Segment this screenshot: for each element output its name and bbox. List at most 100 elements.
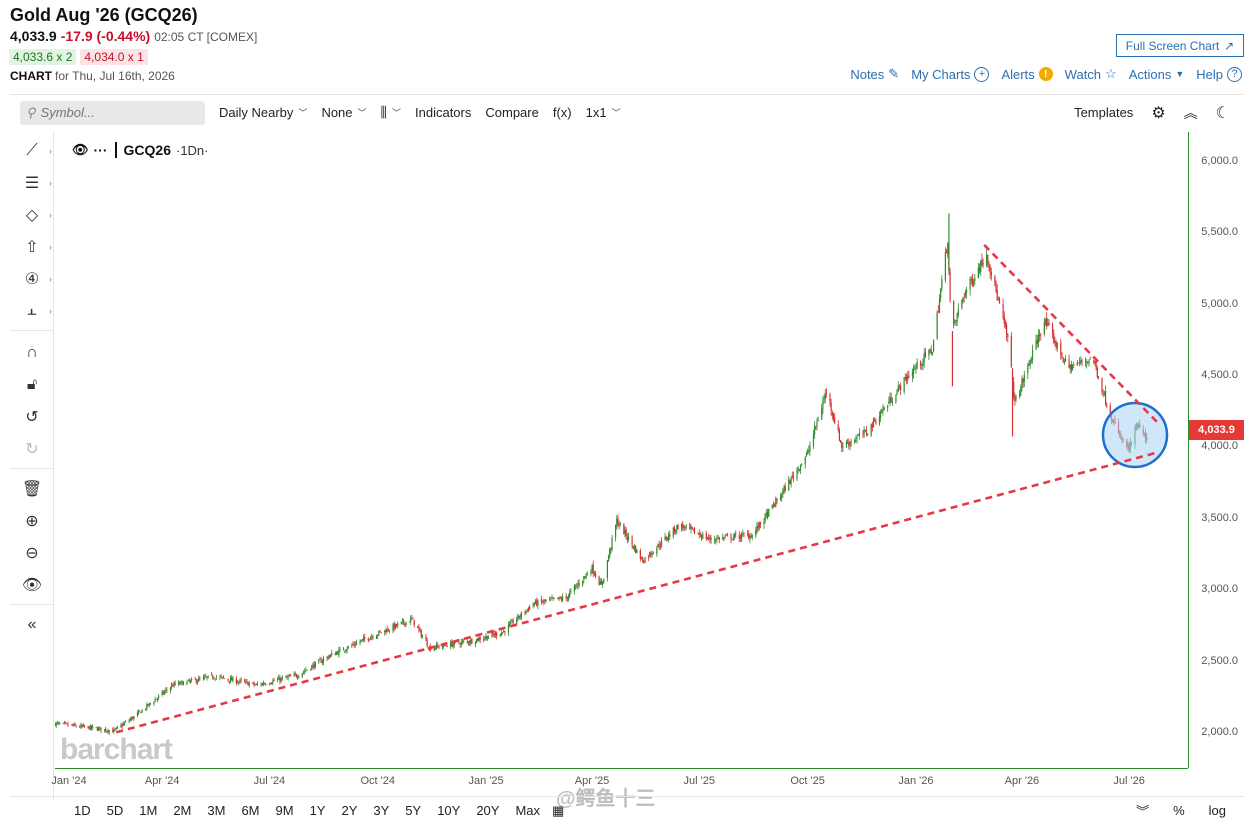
period-button-20y[interactable]: 20Y [476, 803, 500, 818]
candle-body [955, 320, 957, 323]
candle-body [639, 550, 641, 559]
candlestick-icon: ⫼ [380, 104, 387, 120]
candle-body [534, 600, 537, 604]
candle-body [911, 371, 914, 377]
candle-body [1109, 405, 1111, 417]
layout-dropdown[interactable]: 1x1 ﹀ [586, 105, 621, 120]
candle-body [905, 376, 908, 382]
candle-body [953, 301, 955, 324]
period-button-1m[interactable]: 1M [139, 803, 158, 818]
candle-body [1081, 360, 1083, 362]
candle-body [532, 604, 534, 606]
candle-body [573, 586, 575, 592]
price-axis[interactable]: 2,000.0 2,500.0 3,000.0 3,500.0 4,000.0 4,500… [1188, 132, 1244, 768]
undo-tool[interactable]: ↺ [10, 404, 54, 430]
candle-body [898, 385, 901, 386]
visibility-tool[interactable]: 👁︎ [10, 572, 54, 598]
fib-tool[interactable]: ☰ › [10, 170, 54, 196]
candle-body [72, 724, 74, 726]
alert-icon: ! [1038, 67, 1053, 81]
alerts-link[interactable]: Alerts! [1001, 67, 1053, 82]
delete-tool[interactable]: 🗑︎ [10, 476, 54, 502]
period-button-6m[interactable]: 6M [241, 803, 260, 818]
candle-body [288, 675, 290, 677]
none-dropdown[interactable]: None ﹀ [321, 105, 366, 120]
count-tool[interactable]: ④ › [10, 266, 54, 292]
period-button-2y[interactable]: 2Y [341, 803, 358, 818]
period-button-max[interactable]: Max [515, 803, 541, 818]
log-toggle[interactable]: log [1208, 803, 1226, 818]
candle-body [633, 546, 636, 549]
candle-body [452, 644, 454, 647]
watch-link[interactable]: Watch ☆ [1065, 66, 1117, 82]
period-button-5d[interactable]: 5D [106, 803, 124, 818]
symbol-search[interactable]: ⚲ [20, 100, 205, 125]
more-icon[interactable]: ··· [93, 142, 108, 158]
time-axis[interactable]: Jan '24 Apr '24 Jul '24 Oct '24 Jan '25 Apr '… [51, 768, 1188, 792]
candle-body [862, 434, 864, 435]
collapse-up-icon[interactable]: ︽ [1183, 104, 1198, 121]
indicators-button[interactable]: Indicators [415, 105, 472, 120]
candle-body [459, 644, 461, 646]
candle-body [757, 525, 759, 529]
candle-body [331, 653, 333, 655]
candle-body [446, 646, 448, 648]
lock-tool[interactable]: 🔓︎ [10, 372, 54, 398]
notes-link[interactable]: Notes ✎ [850, 66, 899, 82]
percent-toggle[interactable]: % [1173, 803, 1185, 818]
symbol-search-input[interactable] [40, 105, 181, 120]
candle-body [801, 464, 803, 466]
candle-body [664, 536, 666, 541]
candle-body [467, 641, 469, 643]
my-charts-link[interactable]: My Charts + [911, 66, 990, 82]
templates-button[interactable]: Templates [1074, 105, 1134, 120]
eye-icon[interactable]: 👁︎ [72, 142, 89, 157]
candle-body [353, 643, 355, 646]
collapse-tools[interactable]: « [10, 612, 54, 638]
period-button-2m[interactable]: 2M [173, 803, 192, 818]
candle-body [419, 629, 421, 631]
period-button-10y[interactable]: 10Y [437, 803, 461, 818]
candle-body [235, 678, 237, 684]
help-link[interactable]: Help? [1196, 66, 1242, 82]
candle-body [730, 534, 732, 540]
candle-body [722, 537, 724, 540]
candle-body [79, 726, 81, 728]
chart-type-dropdown[interactable]: ⫼ ﹀ [381, 104, 401, 121]
period-button-5y[interactable]: 5Y [405, 803, 422, 818]
line-tool[interactable]: ⟋ › [10, 138, 54, 164]
calendar-icon[interactable]: ▦ [552, 802, 565, 818]
function-button[interactable]: f(x) [552, 105, 572, 120]
candle-body [1076, 362, 1078, 366]
dark-mode-icon[interactable]: ☾ [1215, 104, 1230, 122]
actions-menu[interactable]: Actions ▼ [1129, 67, 1185, 82]
candle-body [525, 610, 527, 614]
candle-body [236, 682, 239, 684]
candle-body [202, 677, 204, 680]
candle-body [676, 525, 678, 531]
candle-body [973, 281, 975, 286]
zoom-out-tool[interactable]: ⊖ [10, 540, 54, 566]
period-button-3m[interactable]: 3M [207, 803, 226, 818]
period-button-1y[interactable]: 1Y [309, 803, 326, 818]
price-chart[interactable] [55, 132, 1188, 768]
compare-button[interactable]: Compare [485, 105, 539, 120]
full-screen-chart-button[interactable]: Full Screen Chart ↗ [1116, 34, 1244, 57]
candle-body [937, 311, 939, 313]
period-button-1d[interactable]: 1D [74, 803, 91, 818]
arrow-tool[interactable]: ⇧ › [10, 234, 54, 260]
candle-body [312, 664, 314, 667]
zoom-in-tool[interactable]: ⊕ [10, 508, 54, 534]
magnet-tool[interactable]: ∩ [10, 340, 54, 366]
caret-down-icon: ▼ [1175, 69, 1185, 79]
candle-body [294, 673, 296, 675]
candle-body [995, 282, 997, 292]
period-button-9m[interactable]: 9M [275, 803, 294, 818]
period-button-3y[interactable]: 3Y [373, 803, 390, 818]
expand-down-icon[interactable]: ︾ [1136, 804, 1150, 819]
redo-tool[interactable]: ↻ [10, 436, 54, 462]
daily-nearby-dropdown[interactable]: Daily Nearby ﹀ [219, 105, 307, 120]
shape-tool[interactable]: ◇ › [10, 202, 54, 228]
gear-icon[interactable]: ⚙ [1151, 104, 1166, 122]
measure-tool[interactable]: ⫠ › [10, 298, 54, 324]
